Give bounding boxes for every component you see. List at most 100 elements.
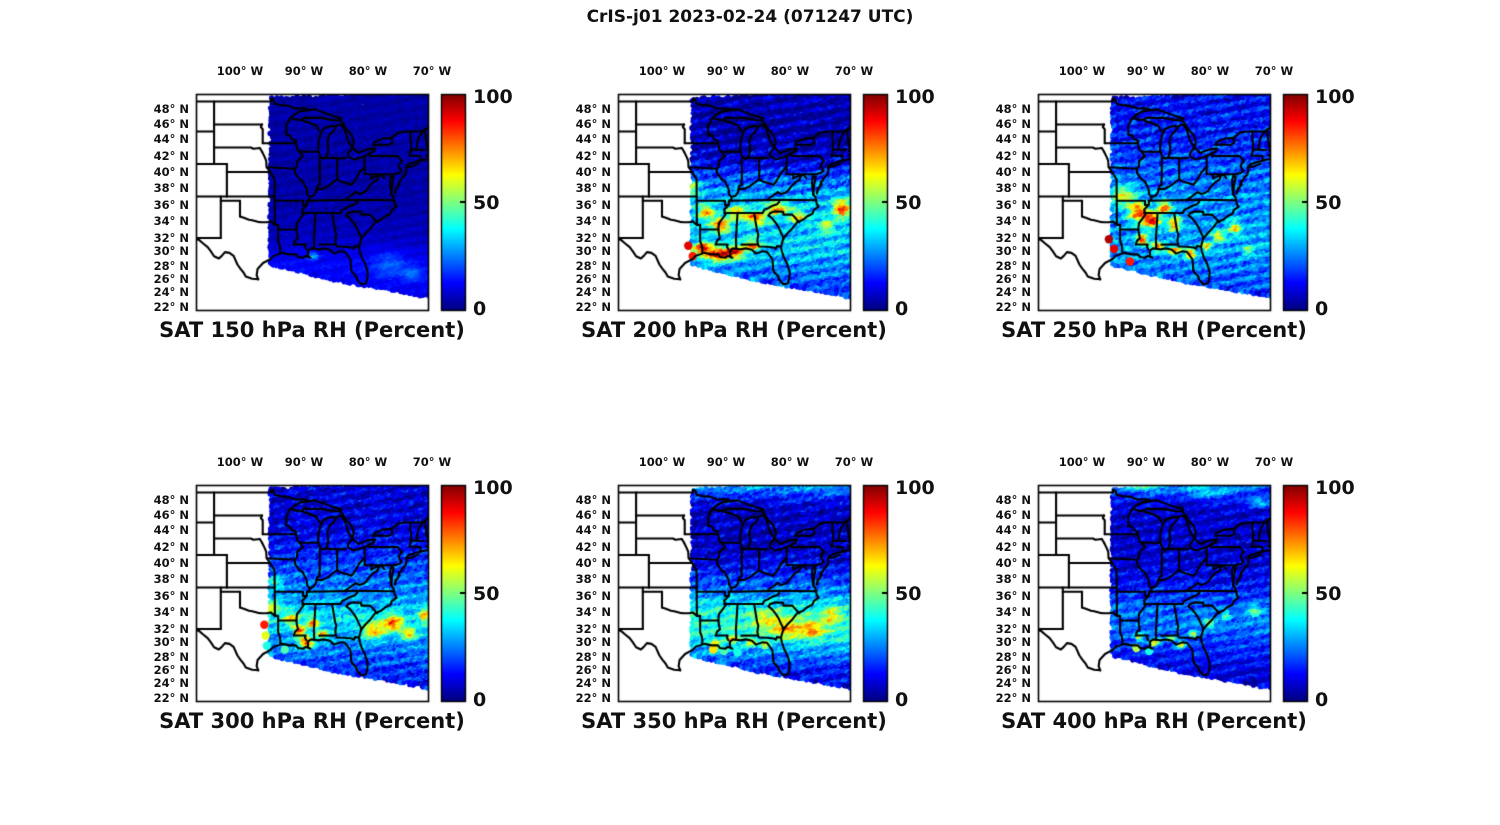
colorbar-tick-label: 50: [895, 583, 922, 605]
lat-tick-label: 40° N: [153, 165, 189, 179]
lat-tick-label: 26° N: [995, 663, 1031, 677]
lat-tick-label: 34° N: [575, 214, 611, 228]
colorbar-tick-label: 50: [473, 583, 500, 605]
lat-tick-label: 44° N: [995, 132, 1031, 146]
lat-tick-label: 24° N: [153, 676, 189, 690]
lat-tick-label: 28° N: [153, 259, 189, 273]
lat-tick-label: 22° N: [153, 691, 189, 705]
lat-tick-label: 48° N: [575, 102, 611, 116]
lat-tick-label: 38° N: [575, 572, 611, 586]
lat-tick-label: 32° N: [995, 622, 1031, 636]
colorbar-tick-label: 0: [895, 689, 909, 711]
panel-caption-200hpa: SAT 200 hPa RH (Percent): [581, 318, 887, 342]
lat-tick-label: 36° N: [575, 589, 611, 603]
lat-tick-label: 42° N: [995, 540, 1031, 554]
lon-tick-label: 80° W: [348, 64, 388, 78]
lon-tick-label: 70° W: [412, 64, 452, 78]
lat-tick-label: 48° N: [575, 493, 611, 507]
lon-tick-label: 90° W: [1126, 455, 1166, 469]
lat-tick-label: 24° N: [575, 285, 611, 299]
lon-tick-label: 100° W: [216, 455, 264, 469]
lon-tick-label: 70° W: [1254, 455, 1294, 469]
lat-tick-label: 34° N: [995, 605, 1031, 619]
lat-tick-label: 40° N: [995, 165, 1031, 179]
colorbar-tick-label: 100: [895, 477, 935, 499]
colorbar-tick-label: 0: [1315, 298, 1329, 320]
lat-tick-label: 42° N: [575, 540, 611, 554]
lat-tick-label: 28° N: [575, 650, 611, 664]
lon-tick-label: 100° W: [1058, 64, 1106, 78]
lat-tick-label: 34° N: [995, 214, 1031, 228]
lat-tick-label: 38° N: [995, 181, 1031, 195]
lat-tick-label: 46° N: [153, 508, 189, 522]
lat-tick-label: 32° N: [575, 622, 611, 636]
lon-tick-label: 80° W: [1190, 455, 1230, 469]
lat-tick-label: 26° N: [153, 663, 189, 677]
lon-tick-label: 90° W: [284, 455, 324, 469]
lat-tick-label: 46° N: [995, 508, 1031, 522]
lat-tick-label: 22° N: [575, 691, 611, 705]
lon-tick-label: 90° W: [1126, 64, 1166, 78]
colorbar-tick-label: 100: [1315, 477, 1355, 499]
colorbar-tick-label: 50: [1315, 192, 1342, 214]
lat-tick-label: 34° N: [575, 605, 611, 619]
lat-tick-label: 44° N: [995, 523, 1031, 537]
lat-tick-label: 46° N: [575, 508, 611, 522]
lat-tick-label: 28° N: [153, 650, 189, 664]
lon-tick-label: 100° W: [216, 64, 264, 78]
panel-caption-300hpa: SAT 300 hPa RH (Percent): [159, 709, 465, 733]
lat-tick-label: 32° N: [995, 231, 1031, 245]
lat-tick-label: 32° N: [153, 622, 189, 636]
figure-title: CrIS-j01 2023-02-24 (071247 UTC): [586, 7, 914, 27]
lat-tick-label: 44° N: [575, 132, 611, 146]
lat-tick-label: 26° N: [995, 272, 1031, 286]
lat-tick-label: 30° N: [575, 244, 611, 258]
lat-tick-label: 38° N: [153, 181, 189, 195]
colorbar-tick-label: 0: [1315, 689, 1329, 711]
lat-tick-label: 24° N: [995, 285, 1031, 299]
lon-tick-label: 90° W: [706, 455, 746, 469]
lat-tick-label: 40° N: [995, 556, 1031, 570]
lat-tick-label: 48° N: [153, 102, 189, 116]
lon-tick-label: 70° W: [834, 455, 874, 469]
colorbar-tick-label: 50: [473, 192, 500, 214]
lat-tick-label: 40° N: [575, 165, 611, 179]
lon-tick-label: 100° W: [638, 64, 686, 78]
lat-tick-label: 30° N: [995, 635, 1031, 649]
lat-tick-label: 30° N: [575, 635, 611, 649]
lat-tick-label: 38° N: [575, 181, 611, 195]
lat-tick-label: 32° N: [575, 231, 611, 245]
lat-tick-label: 24° N: [575, 676, 611, 690]
lat-tick-label: 46° N: [153, 117, 189, 131]
lat-tick-label: 42° N: [575, 149, 611, 163]
lat-tick-label: 34° N: [153, 605, 189, 619]
lat-tick-label: 42° N: [153, 149, 189, 163]
colorbar-tick-label: 50: [1315, 583, 1342, 605]
colorbar-tick-label: 100: [473, 477, 513, 499]
lon-tick-label: 80° W: [770, 455, 810, 469]
lat-tick-label: 28° N: [575, 259, 611, 273]
lat-tick-label: 42° N: [153, 540, 189, 554]
lat-tick-label: 48° N: [153, 493, 189, 507]
panel-caption-250hpa: SAT 250 hPa RH (Percent): [1001, 318, 1307, 342]
lat-tick-label: 30° N: [153, 635, 189, 649]
panel-caption-150hpa: SAT 150 hPa RH (Percent): [159, 318, 465, 342]
lat-tick-label: 22° N: [153, 300, 189, 314]
lon-tick-label: 70° W: [1254, 64, 1294, 78]
panel-caption-400hpa: SAT 400 hPa RH (Percent): [1001, 709, 1307, 733]
lat-tick-label: 34° N: [153, 214, 189, 228]
lat-tick-label: 44° N: [153, 523, 189, 537]
lat-tick-label: 44° N: [153, 132, 189, 146]
lon-tick-label: 90° W: [706, 64, 746, 78]
lat-tick-label: 38° N: [995, 572, 1031, 586]
lat-tick-label: 30° N: [995, 244, 1031, 258]
lat-tick-label: 40° N: [575, 556, 611, 570]
lat-tick-label: 36° N: [995, 198, 1031, 212]
lon-tick-label: 80° W: [770, 64, 810, 78]
lat-tick-label: 38° N: [153, 572, 189, 586]
colorbar-tick-label: 50: [895, 192, 922, 214]
lat-tick-label: 36° N: [575, 198, 611, 212]
lon-tick-label: 100° W: [1058, 455, 1106, 469]
lat-tick-label: 36° N: [153, 198, 189, 212]
